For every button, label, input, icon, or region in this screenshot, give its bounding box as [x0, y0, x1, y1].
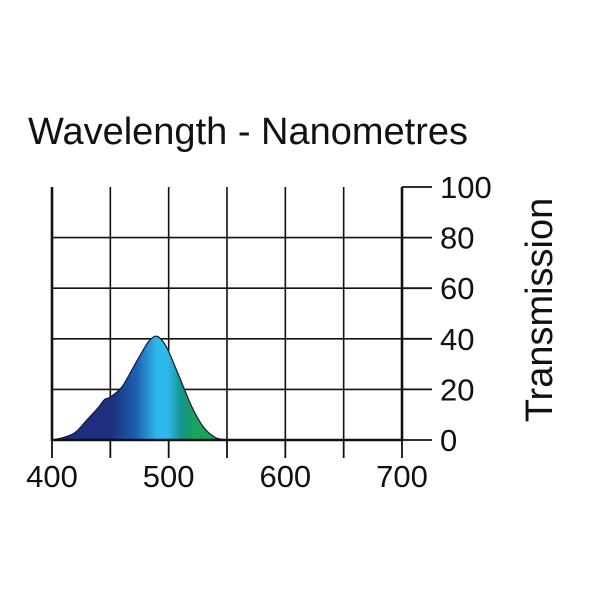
- x-tick-label: 400: [26, 459, 78, 494]
- y-tick-label: 20: [440, 372, 474, 407]
- transmission-curve: [51, 335, 228, 441]
- x-tick-label: 500: [143, 459, 195, 494]
- y-axis-label: Transmission: [519, 198, 561, 423]
- y-tick-label: 0: [440, 423, 457, 458]
- grid-lines: [52, 187, 402, 440]
- y-tick-label: 100: [440, 170, 492, 205]
- y-tick-label: 60: [440, 271, 474, 306]
- x-axis-ticks: 400 500 600 700: [26, 459, 428, 494]
- chart-title: Wavelength - Nanometres: [28, 111, 468, 153]
- y-tick-label: 40: [440, 322, 474, 357]
- y-axis-ticks: 0 20 40 60 80 100: [440, 170, 492, 458]
- y-tick-label: 80: [440, 221, 474, 256]
- x-tick-label: 700: [376, 459, 428, 494]
- plot-frame: [50, 186, 432, 458]
- x-tick-label: 600: [259, 459, 311, 494]
